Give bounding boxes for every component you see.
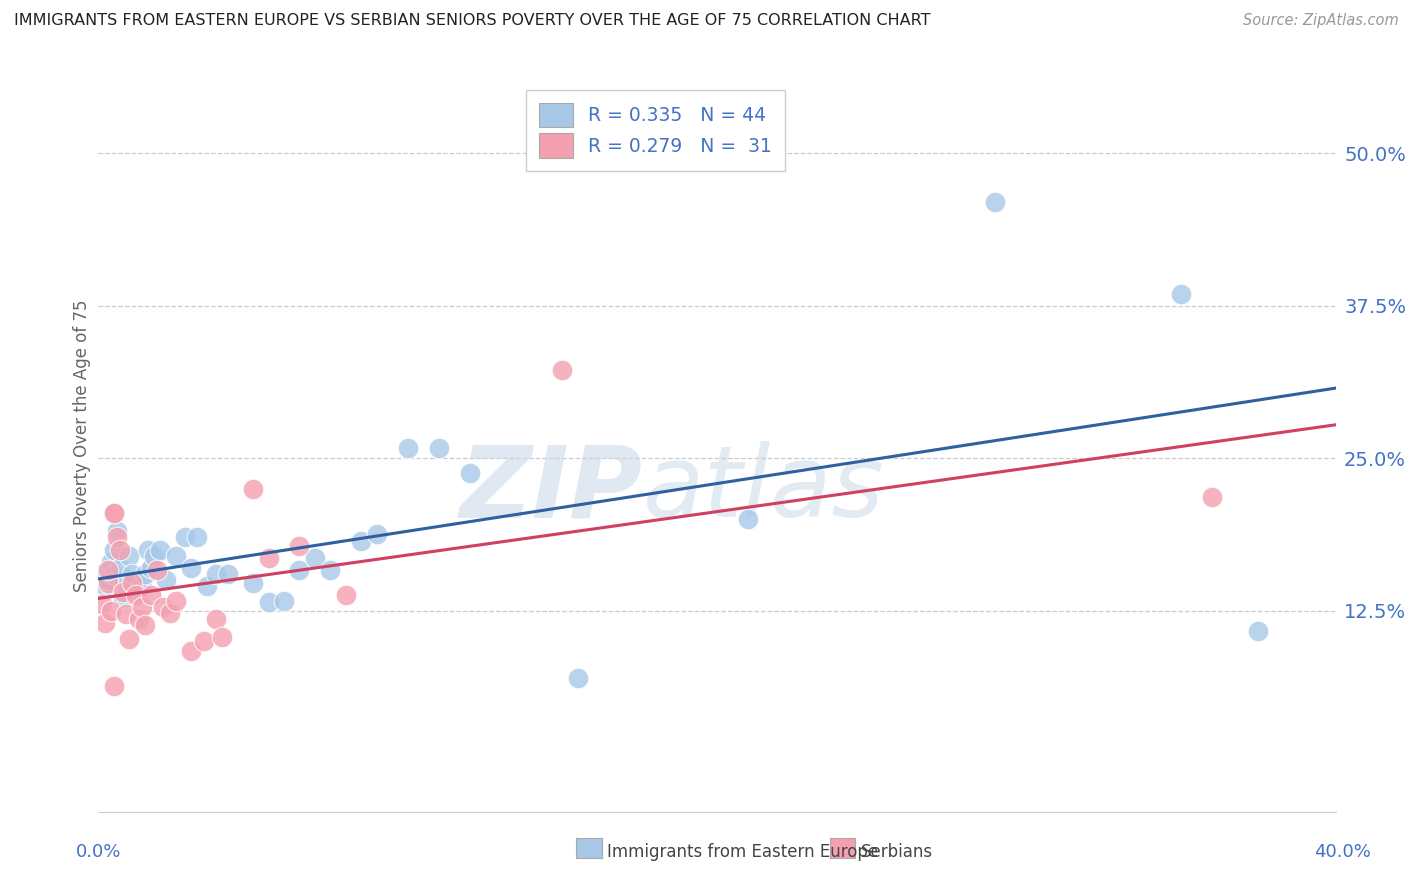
Text: atlas: atlas: [643, 442, 884, 539]
Point: [108, 542, 131, 557]
Point: [112, 591, 135, 606]
Point: [288, 539, 311, 553]
Point: [350, 534, 373, 549]
Point: [257, 595, 280, 609]
Y-axis label: Seniors Poverty Over the Age of 75: Seniors Poverty Over the Age of 75: [73, 300, 91, 592]
Point: [100, 567, 122, 582]
Point: [159, 606, 181, 620]
Point: [103, 506, 125, 520]
Point: [304, 551, 326, 566]
Point: [103, 506, 125, 520]
Point: [139, 588, 162, 602]
Legend: R = 0.335   N = 44, R = 0.279   N =  31: R = 0.335 N = 44, R = 0.279 N = 31: [526, 90, 785, 170]
Point: [121, 575, 143, 590]
Text: ZIP: ZIP: [460, 442, 643, 539]
Point: [124, 585, 146, 599]
Point: [103, 542, 125, 557]
Point: [335, 588, 357, 602]
Point: [195, 579, 218, 593]
Point: [97, 563, 120, 577]
Point: [984, 195, 1007, 210]
Text: Serbians: Serbians: [860, 843, 932, 861]
Point: [128, 585, 150, 599]
Point: [131, 579, 153, 593]
Point: [288, 563, 311, 577]
Point: [97, 575, 120, 590]
Point: [124, 588, 146, 602]
Point: [105, 530, 128, 544]
Point: [205, 567, 228, 582]
Point: [134, 618, 156, 632]
Point: [211, 631, 233, 645]
Point: [100, 604, 122, 618]
Point: [174, 530, 197, 544]
Point: [396, 442, 419, 456]
Text: 0.0%: 0.0%: [76, 843, 121, 861]
Point: [131, 599, 153, 614]
Point: [242, 482, 264, 496]
Point: [152, 599, 174, 614]
Point: [128, 612, 150, 626]
Point: [146, 563, 169, 577]
Point: [118, 549, 141, 563]
Point: [149, 542, 172, 557]
Point: [103, 679, 125, 693]
Text: Source: ZipAtlas.com: Source: ZipAtlas.com: [1243, 13, 1399, 29]
Point: [118, 632, 141, 646]
Point: [366, 526, 388, 541]
Point: [93, 579, 115, 593]
Point: [273, 594, 295, 608]
Point: [139, 561, 162, 575]
Point: [165, 549, 187, 563]
Point: [180, 644, 202, 658]
Point: [97, 573, 120, 587]
Point: [242, 575, 264, 590]
Point: [458, 466, 481, 480]
Point: [551, 363, 574, 377]
Text: Immigrants from Eastern Europe: Immigrants from Eastern Europe: [607, 843, 879, 861]
Point: [121, 567, 143, 582]
Point: [1170, 286, 1192, 301]
Point: [112, 585, 135, 599]
Point: [567, 671, 589, 685]
Point: [112, 579, 135, 593]
Text: 40.0%: 40.0%: [1315, 843, 1371, 861]
Point: [115, 607, 138, 622]
Point: [205, 612, 228, 626]
Point: [136, 542, 159, 557]
Point: [1201, 490, 1223, 504]
Point: [737, 512, 759, 526]
Point: [319, 563, 342, 577]
Point: [90, 598, 112, 612]
Point: [257, 551, 280, 566]
Point: [155, 573, 177, 587]
Point: [143, 549, 166, 563]
Point: [427, 442, 450, 456]
Point: [134, 567, 156, 582]
Point: [105, 524, 128, 539]
Text: IMMIGRANTS FROM EASTERN EUROPE VS SERBIAN SENIORS POVERTY OVER THE AGE OF 75 COR: IMMIGRANTS FROM EASTERN EUROPE VS SERBIA…: [14, 13, 931, 29]
Point: [93, 615, 115, 630]
Point: [180, 561, 202, 575]
Point: [217, 567, 239, 582]
Point: [115, 579, 138, 593]
Point: [103, 567, 125, 582]
Point: [186, 530, 208, 544]
Point: [100, 555, 122, 569]
Point: [1247, 624, 1270, 639]
Point: [108, 561, 131, 575]
Point: [90, 567, 112, 582]
Point: [165, 594, 187, 608]
Point: [193, 634, 215, 648]
